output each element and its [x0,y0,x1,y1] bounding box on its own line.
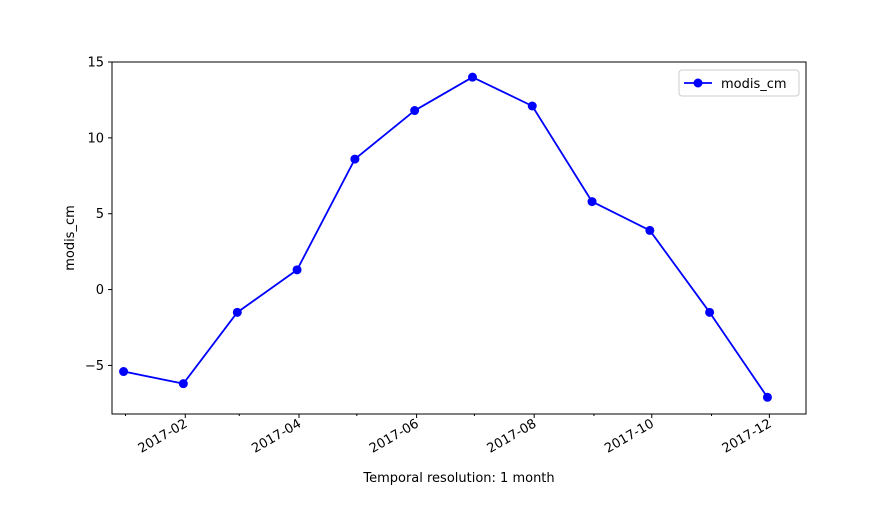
legend-box [678,69,800,97]
y-tick-label: 10 [87,131,104,146]
data-point [587,197,597,207]
y-tick-label: 0 [96,283,104,298]
y-axis-ticks: −5 0 5 10 15 [85,56,112,374]
data-point [119,367,129,377]
data-point [350,154,360,164]
y-tick-label: −5 [85,359,104,374]
data-point [292,265,302,275]
data-point [762,392,772,402]
y-tick-label: 15 [87,56,104,71]
x-axis-label: Temporal resolution: 1 month [362,471,554,486]
legend: modis_cm [678,69,800,97]
data-point [705,307,715,317]
series-line-modis_cm [123,76,769,398]
data-point [645,225,655,235]
legend-marker-swatch [693,78,703,88]
data-point [178,379,188,389]
legend-entry-label: modis_cm [721,77,787,92]
y-axis-label: modis_cm [63,205,78,271]
data-point [232,307,242,317]
series-layer [119,72,772,402]
data-point [410,106,420,116]
data-point [467,72,477,82]
y-tick-label: 5 [96,207,104,222]
plot-area [111,61,807,415]
data-point [527,101,537,111]
